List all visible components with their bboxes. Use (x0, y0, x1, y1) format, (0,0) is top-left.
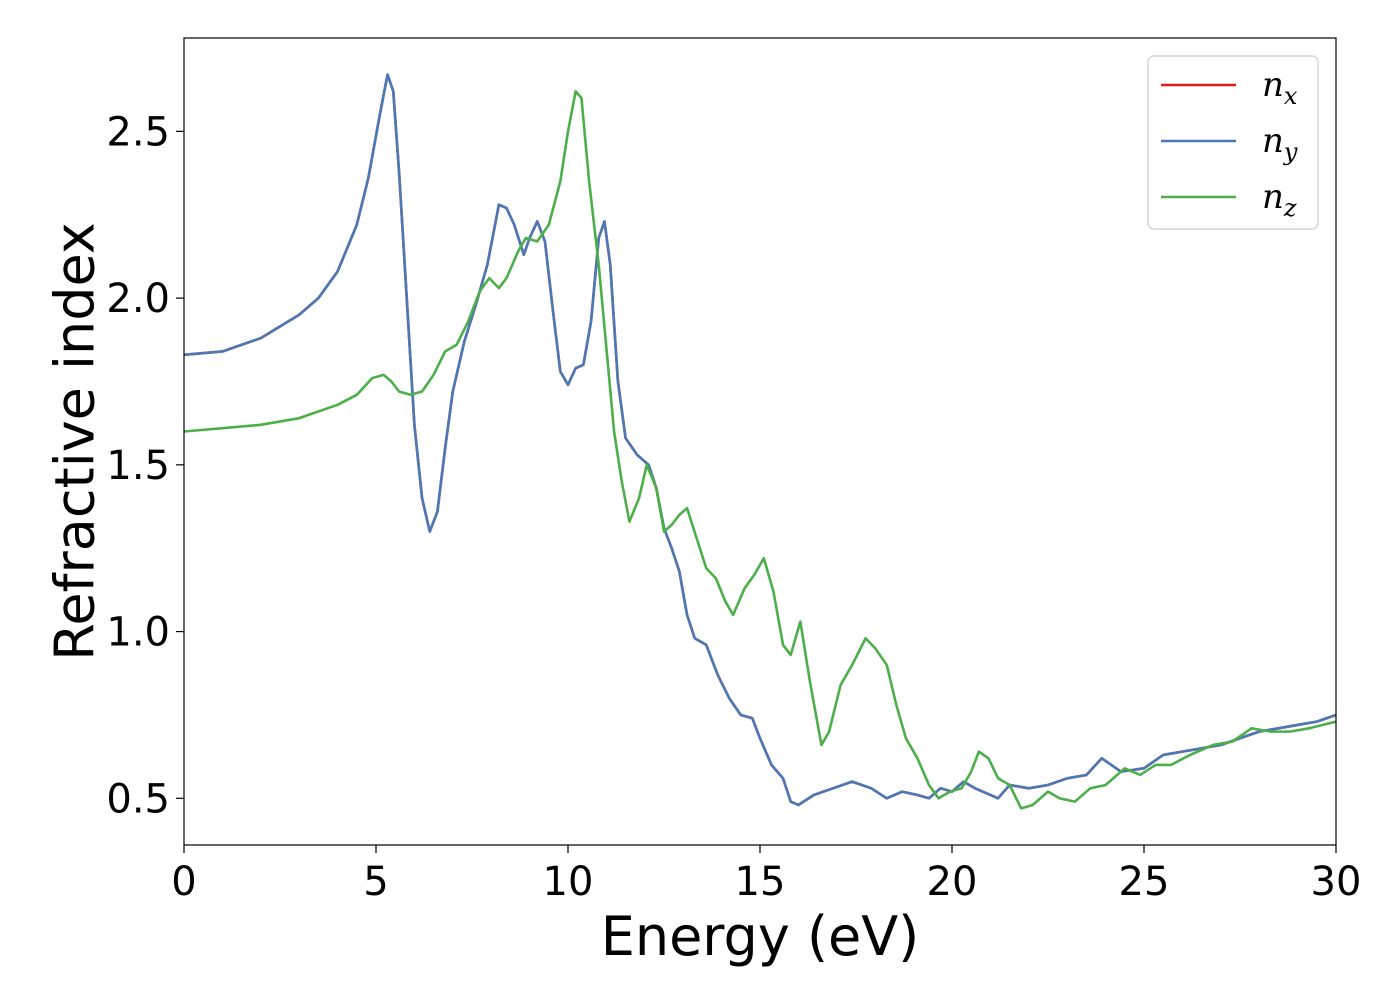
legend-box (1147, 55, 1319, 230)
legend: nx ny nz (1147, 55, 1319, 230)
y-tick-label: 2.0 (106, 276, 170, 322)
x-tick-label: 5 (363, 859, 388, 905)
x-tick-label: 30 (1311, 859, 1362, 905)
x-tick-label: 15 (735, 859, 786, 905)
series-line-y (184, 73, 1336, 807)
x-tick-label: 25 (1119, 859, 1170, 905)
legend-label-y: ny (1262, 121, 1298, 166)
y-axis: 0.5 1.0 1.5 2.0 2.5 (106, 109, 184, 822)
y-tick-label: 1.0 (106, 610, 170, 656)
x-tick-label: 10 (543, 859, 594, 905)
legend-label-x: nx (1262, 65, 1298, 110)
x-axis: 0 5 10 15 20 25 30 (171, 845, 1361, 905)
y-axis-label: Refractive index (44, 222, 107, 661)
y-tick-label: 2.5 (106, 109, 170, 155)
series-layer (184, 73, 1336, 810)
x-axis-label: Energy (eV) (601, 905, 920, 968)
y-tick-label: 0.5 (106, 776, 170, 822)
x-tick-label: 0 (171, 859, 196, 905)
x-tick-label: 20 (927, 859, 978, 905)
y-tick-label: 1.5 (106, 443, 170, 489)
series-line-z (184, 90, 1336, 810)
legend-label-z: nz (1262, 177, 1297, 222)
